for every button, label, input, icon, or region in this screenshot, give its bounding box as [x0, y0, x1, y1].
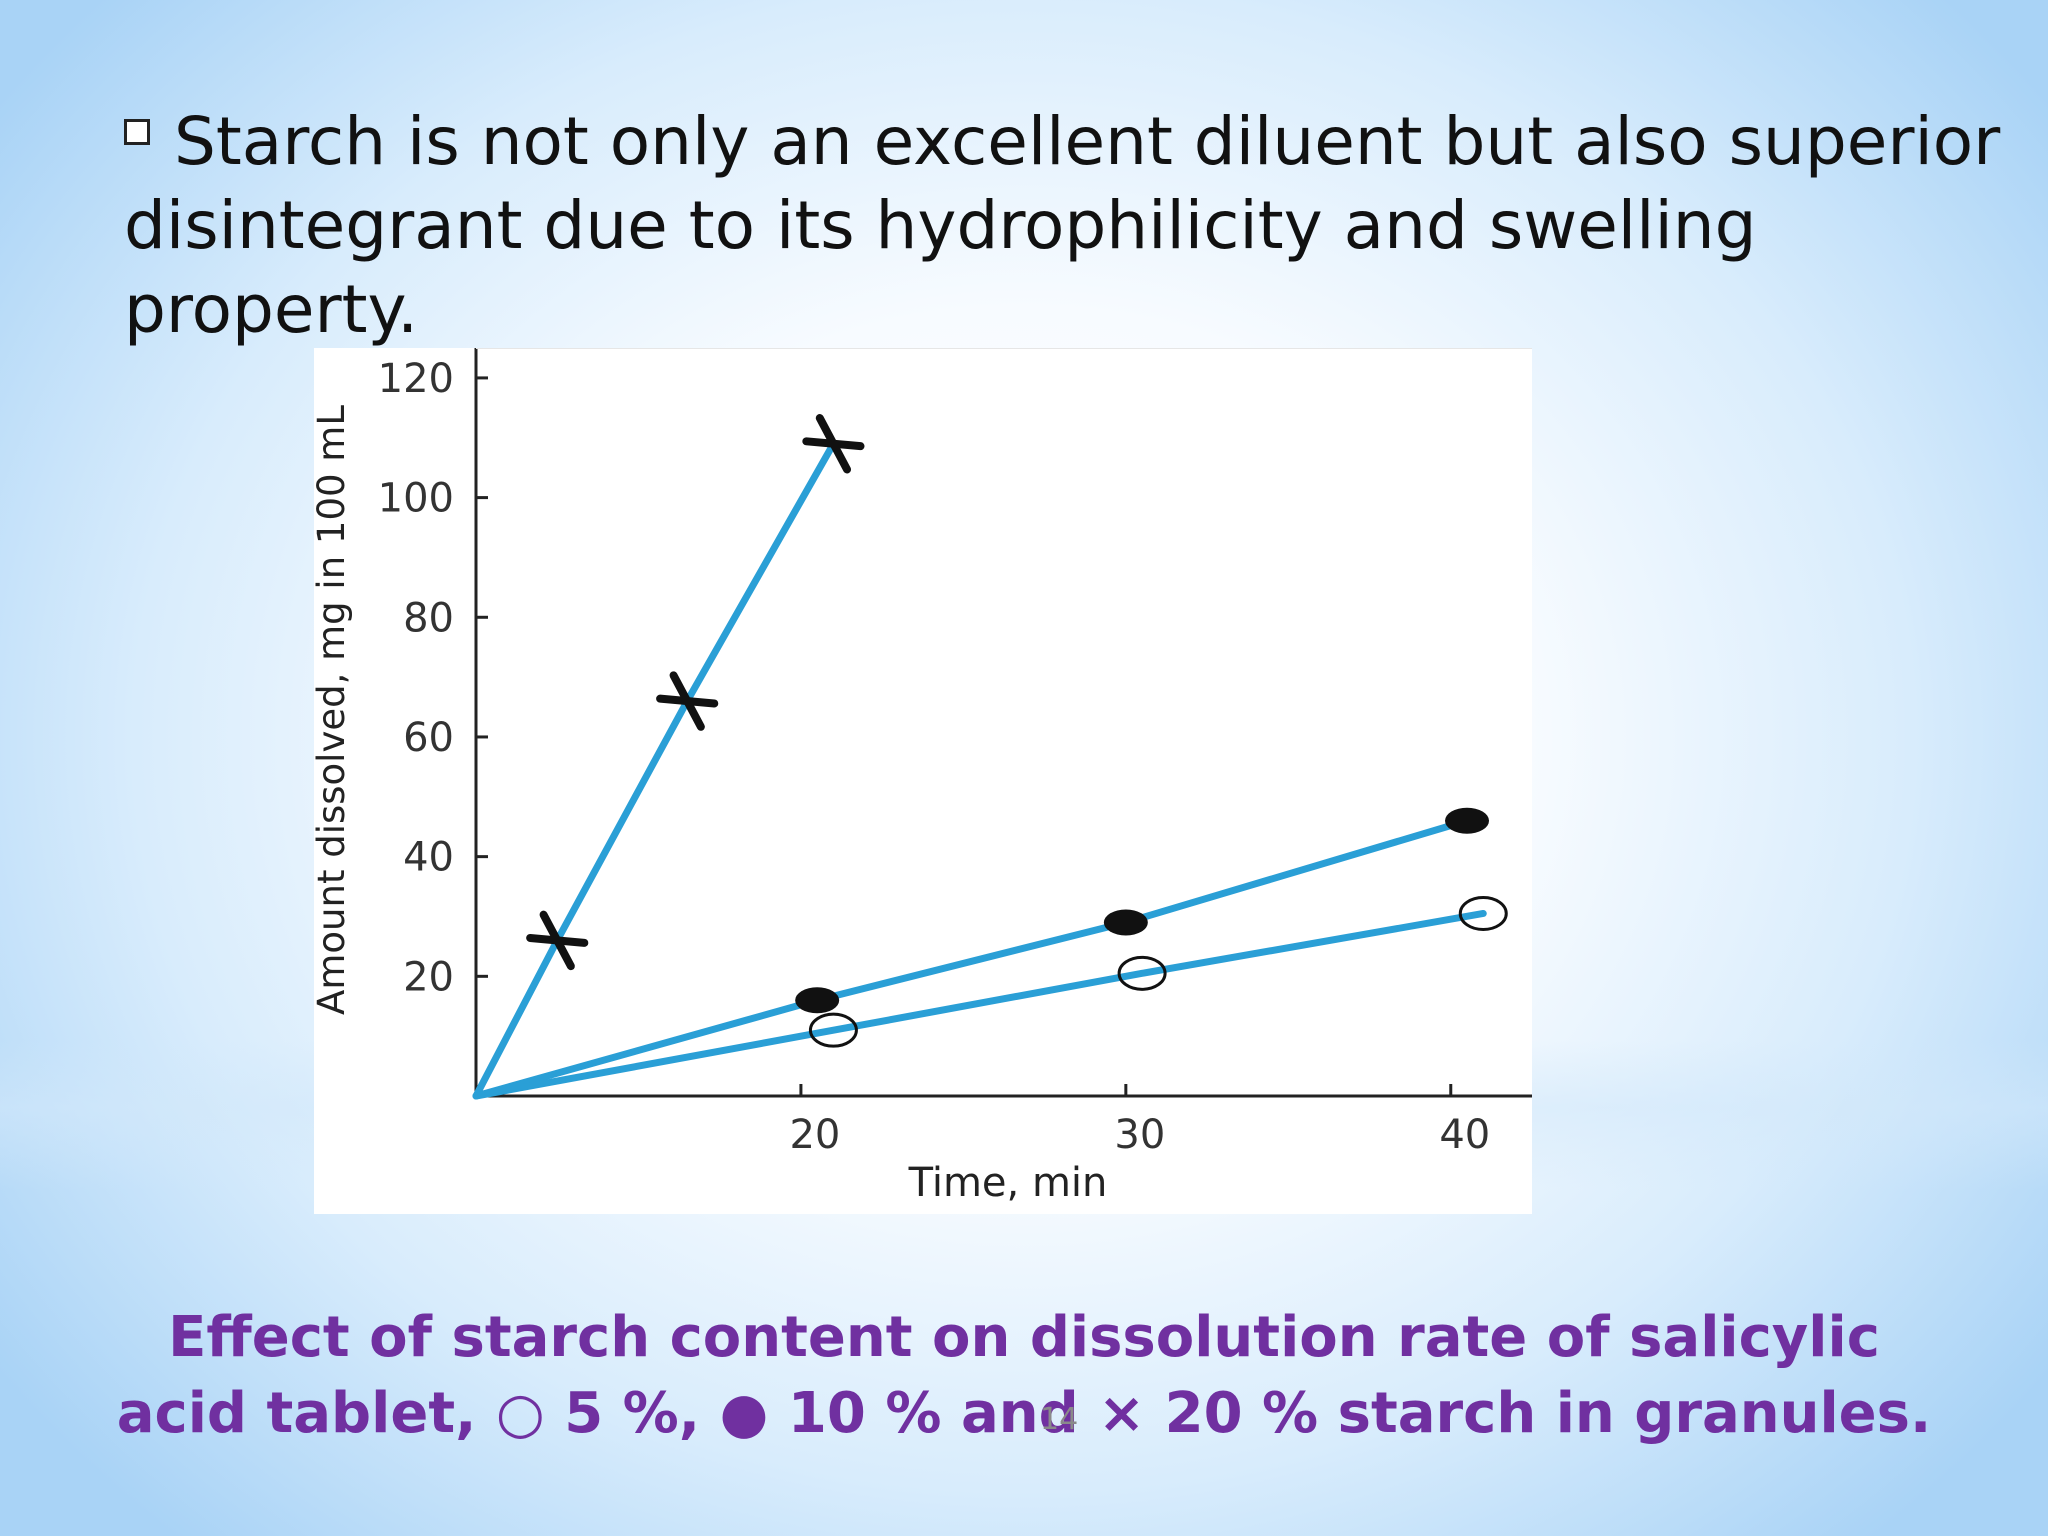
- y-tick-label: 60: [403, 715, 454, 761]
- series-line-x: [472, 440, 837, 1100]
- chart-ticks: 20 40 60 80 100 120 20 30 40: [378, 356, 1491, 1158]
- caption-line-1: Effect of starch content on dissolution …: [168, 1305, 1880, 1370]
- data-point-x-marker: [656, 671, 719, 731]
- y-tick-label: 100: [378, 476, 454, 522]
- x-tick-label: 30: [1114, 1112, 1165, 1158]
- x-tick-label: 40: [1439, 1112, 1490, 1158]
- x-marker-stroke: [669, 671, 705, 731]
- data-point-open-circle: [808, 1012, 858, 1048]
- y-tick-label: 120: [378, 356, 454, 402]
- x-marker-stroke: [539, 910, 575, 971]
- data-point-filled-circle: [1445, 807, 1490, 834]
- data-point-open-circle: [1117, 955, 1167, 991]
- series-line-filled-circle: [472, 817, 1471, 1100]
- data-point-x-marker: [802, 414, 865, 474]
- figure-caption: Effect of starch content on dissolution …: [0, 1300, 2048, 1452]
- slide-number: 14: [1040, 1402, 1079, 1437]
- y-axis-label: Amount dissolved, mg in 100 mL: [314, 405, 353, 1015]
- x-axis-label: Time, min: [908, 1160, 1108, 1206]
- data-point-filled-circle: [1103, 909, 1148, 936]
- x-tick-label: 20: [789, 1112, 840, 1158]
- x-marker-stroke: [815, 414, 852, 474]
- caption-line-2: acid tablet, ○ 5 %, ● 10 % and × 20 % st…: [116, 1381, 1932, 1446]
- chart-container: 20 40 60 80 100 120 20 30 40 Time, min Amount di…: [310, 347, 1532, 1214]
- bullet-paragraph: Starch is not only an excellent diluent …: [124, 100, 2004, 352]
- chart-series-lines: [472, 440, 1487, 1100]
- series-line-open-circle: [472, 909, 1487, 1100]
- data-point-open-circle: [1458, 895, 1508, 931]
- square-bullet-icon: [124, 118, 150, 145]
- chart-axes: [474, 347, 1532, 1098]
- y-tick-label: 40: [403, 835, 454, 881]
- dissolution-chart: 20 40 60 80 100 120 20 30 40 Time, min Amount di…: [310, 347, 1532, 1206]
- data-point-x-marker: [526, 910, 589, 971]
- chart-markers: [526, 414, 1508, 1048]
- y-tick-label: 80: [403, 595, 454, 641]
- bullet-text: Starch is not only an excellent diluent …: [124, 103, 2001, 348]
- data-point-filled-circle: [795, 987, 840, 1014]
- y-tick-label: 20: [403, 954, 454, 1000]
